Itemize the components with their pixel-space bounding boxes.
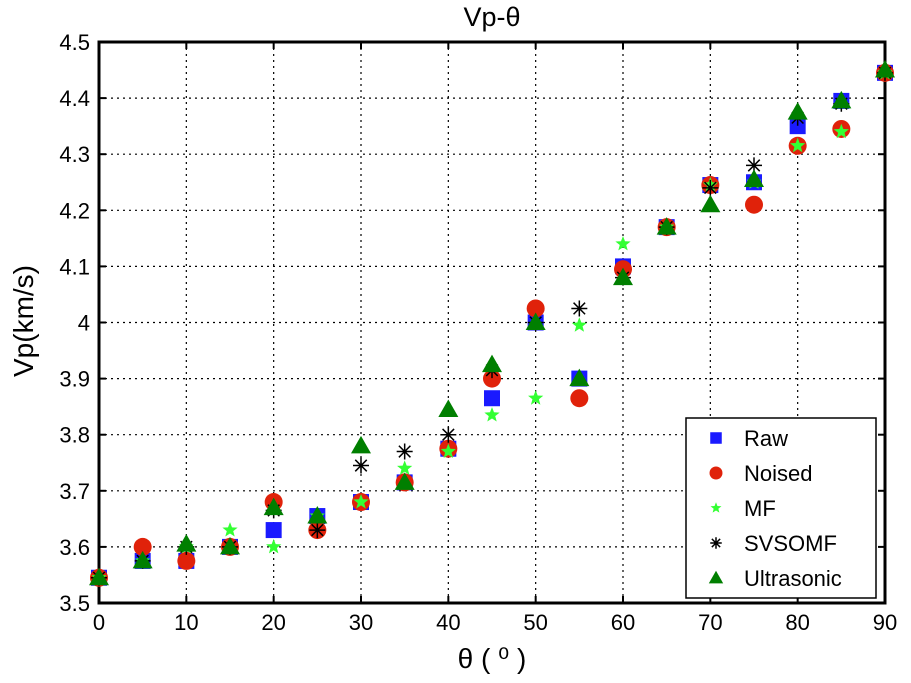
data-point [744,169,764,187]
x-tick-label: 90 [873,610,897,635]
legend-marker-mf [710,502,722,513]
data-point [266,538,282,554]
data-point [89,567,109,586]
legend-marker-noised [709,466,723,480]
data-point [613,267,633,286]
legend-marker-svsomf [710,537,722,549]
y-tick-label: 4.4 [59,86,90,111]
legend-marker-ultrasonic [708,570,724,584]
x-tick-label: 60 [611,610,635,635]
data-point [440,443,456,458]
data-point [571,317,587,332]
data-point [220,536,240,555]
data-point [484,390,500,407]
data-point [525,312,546,330]
data-point [440,426,457,443]
data-point [396,443,413,460]
y-tick-labels: 3.5 3.6 3.7 3.8 3.9 4 4.1 4.2 4.3 4.4 4.5 [59,30,90,616]
data-point [397,460,413,475]
data-point [263,497,284,516]
legend-label-ultrasonic: Ultrasonic [744,566,842,591]
data-point [353,457,369,474]
x-tick-label: 70 [698,610,722,635]
y-tick-label: 3.5 [59,591,90,616]
x-tick-label: 10 [174,610,198,635]
data-point [787,102,808,120]
data-point [222,522,238,537]
y-tick-label: 4 [78,311,90,336]
y-tick-label: 4.5 [59,30,90,55]
y-tick-label: 3.6 [59,535,90,560]
legend-label-svsomf: SVSOMF [744,531,837,556]
x-tick-labels: 0 10 20 30 40 50 60 70 80 90 [93,610,897,635]
data-point [833,123,849,139]
data-point [265,522,282,539]
x-tick-label: 30 [349,610,373,635]
data-point [307,506,328,524]
data-point [571,300,588,317]
legend-label-raw: Raw [744,426,788,451]
data-points [89,60,895,587]
data-point [875,60,895,78]
x-tick-label: 80 [785,610,809,635]
data-point [394,472,415,490]
legend-marker-raw [710,432,722,444]
data-point [569,368,590,387]
data-point [353,494,369,509]
x-tick-label: 40 [436,610,460,635]
x-axis-label: θ ( ⁰ ) [458,643,527,674]
data-point [438,399,459,417]
x-tick-label: 20 [261,610,285,635]
y-tick-label: 3.8 [59,423,90,448]
series-ultrasonic [89,60,895,586]
data-point [176,534,197,552]
legend-label-noised: Noised [744,461,812,486]
y-tick-label: 4.1 [59,254,90,279]
data-point [656,217,677,235]
data-point [700,194,721,213]
data-point [132,550,153,569]
y-tick-label: 4.2 [59,198,90,223]
data-point [746,157,762,174]
data-point [831,90,852,109]
plot-area-frame [97,40,887,605]
data-point [484,407,500,422]
y-axis-label: Vp(km/s) [8,265,39,377]
data-point [133,537,152,556]
data-point [351,435,371,454]
data-point [570,389,589,408]
y-tick-label: 3.9 [59,367,90,392]
data-point [309,522,326,539]
legend-label-mf: MF [744,496,776,521]
data-point [528,390,544,405]
x-tick-label: 0 [93,610,105,635]
y-tick-label: 3.7 [59,479,90,504]
data-point [790,137,806,153]
data-point [177,551,196,570]
data-point [702,179,719,196]
data-point [482,354,502,373]
data-point [615,235,631,251]
chart-title: Vp-θ [463,2,520,32]
x-tick-label: 50 [523,610,547,635]
data-point [526,299,545,318]
data-point [745,195,763,214]
y-tick-label: 4.3 [59,142,90,167]
legend: Raw Noised MF SVSOMF Ultrasonic [685,417,877,599]
